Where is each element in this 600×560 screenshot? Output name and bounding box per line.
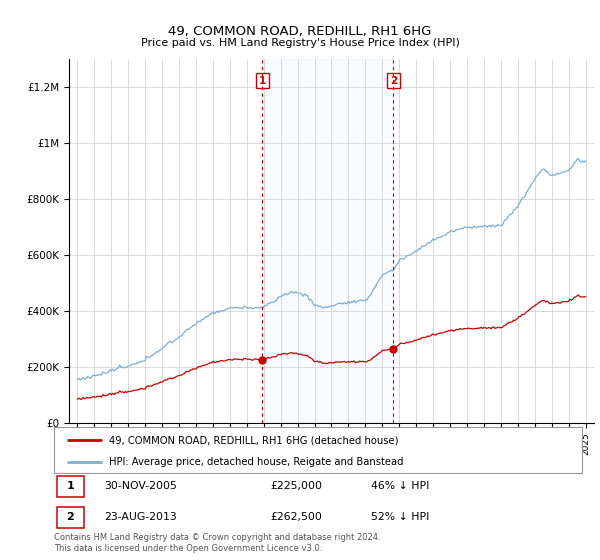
FancyBboxPatch shape [54, 427, 582, 473]
Text: 2: 2 [67, 512, 74, 522]
FancyBboxPatch shape [56, 507, 84, 528]
Text: £262,500: £262,500 [271, 512, 322, 522]
Text: 49, COMMON ROAD, REDHILL, RH1 6HG: 49, COMMON ROAD, REDHILL, RH1 6HG [169, 25, 431, 38]
Text: 30-NOV-2005: 30-NOV-2005 [104, 482, 177, 491]
Text: 49, COMMON ROAD, REDHILL, RH1 6HG (detached house): 49, COMMON ROAD, REDHILL, RH1 6HG (detac… [109, 435, 399, 445]
Text: Price paid vs. HM Land Registry's House Price Index (HPI): Price paid vs. HM Land Registry's House … [140, 38, 460, 48]
Text: 52% ↓ HPI: 52% ↓ HPI [371, 512, 429, 522]
Bar [262, 59, 394, 423]
Text: HPI: Average price, detached house, Reigate and Banstead: HPI: Average price, detached house, Reig… [109, 457, 404, 466]
Text: 1: 1 [259, 76, 266, 86]
Text: £225,000: £225,000 [271, 482, 322, 491]
FancyBboxPatch shape [56, 476, 84, 497]
Text: 1: 1 [67, 482, 74, 491]
Text: 23-AUG-2013: 23-AUG-2013 [104, 512, 177, 522]
Text: 2: 2 [389, 76, 397, 86]
Text: 46% ↓ HPI: 46% ↓ HPI [371, 482, 429, 491]
Text: Contains HM Land Registry data © Crown copyright and database right 2024.
This d: Contains HM Land Registry data © Crown c… [54, 533, 380, 553]
